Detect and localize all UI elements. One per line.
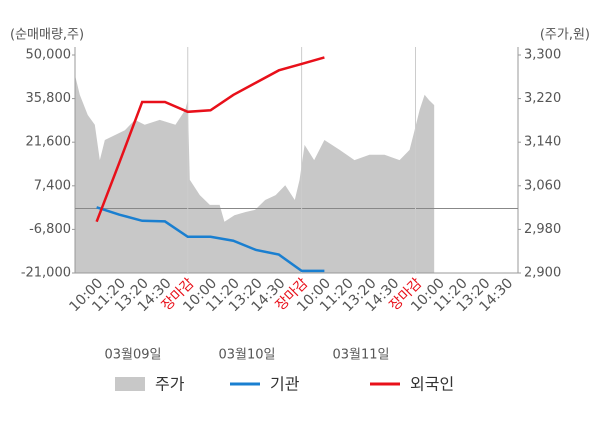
area-layer bbox=[75, 75, 435, 273]
legend-label: 주가 bbox=[155, 375, 185, 394]
y2-unit-label: (주가,원) bbox=[540, 28, 590, 43]
y-tick-label: -6,800 bbox=[29, 222, 71, 237]
y2-tick-label: 2,980 bbox=[524, 222, 561, 237]
y2-tick-label: 3,140 bbox=[524, 135, 561, 150]
y2-tick-label: 3,220 bbox=[524, 91, 561, 106]
y2-tick-label: 3,060 bbox=[524, 178, 561, 193]
y-unit-label: (순매매량,주) bbox=[10, 28, 84, 43]
date-label: 03월09일 bbox=[104, 348, 161, 363]
series-line bbox=[96, 206, 325, 273]
legend-swatch bbox=[115, 377, 145, 391]
date-label: 03월11일 bbox=[332, 348, 389, 363]
y-tick-label: 21,600 bbox=[26, 135, 72, 150]
date-label: 03월10일 bbox=[218, 348, 275, 363]
y-tick-label: 35,800 bbox=[26, 91, 72, 106]
y2-tick-label: 3,300 bbox=[524, 48, 561, 63]
y-tick-label: 7,400 bbox=[34, 178, 71, 193]
y-tick-label: -21,000 bbox=[21, 266, 71, 281]
legend-label: 기관 bbox=[270, 375, 300, 394]
legend-label: 외국인 bbox=[410, 375, 454, 394]
y-tick-label: 50,000 bbox=[26, 48, 72, 63]
price-area bbox=[75, 75, 435, 273]
y2-tick-label: 2,900 bbox=[524, 266, 561, 281]
series-line bbox=[95, 56, 325, 223]
